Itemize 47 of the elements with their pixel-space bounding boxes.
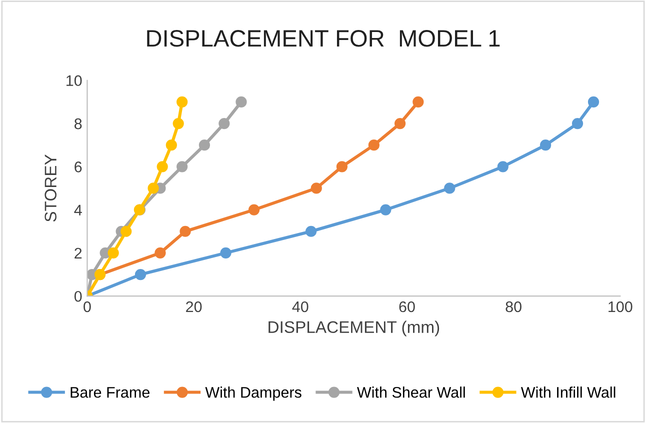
point	[588, 96, 600, 108]
point	[572, 118, 584, 130]
point	[134, 268, 146, 280]
x-tick-label: 0	[84, 301, 91, 312]
point	[166, 140, 177, 151]
point	[198, 140, 210, 151]
y-tick-label: 4	[74, 204, 82, 216]
point	[412, 96, 424, 108]
point	[497, 161, 508, 172]
point	[120, 226, 132, 237]
point	[176, 161, 188, 172]
point	[154, 247, 166, 259]
point	[172, 118, 184, 130]
legend-label: With Dampers	[205, 386, 302, 401]
legend-label: With Shear Wall	[356, 386, 465, 398]
legend-label: Bare Frame	[70, 387, 150, 398]
x-tick-label: 60	[399, 301, 415, 312]
x-tick-label: 80	[506, 301, 522, 312]
y-tick-label: 2	[74, 248, 82, 258]
point	[180, 226, 191, 237]
point	[220, 247, 232, 259]
x-tick-label: 40	[292, 301, 308, 312]
y-tick-label: 10	[66, 75, 82, 86]
point	[176, 96, 188, 108]
point	[540, 140, 552, 151]
point	[336, 161, 348, 172]
x-tick-label: 100	[608, 301, 632, 312]
point	[380, 204, 392, 216]
point	[310, 182, 322, 194]
y-axis-title: STOREY	[44, 154, 57, 222]
point	[394, 118, 406, 130]
point	[236, 96, 247, 108]
x-tick-label: 20	[186, 301, 202, 312]
point	[156, 161, 168, 172]
x-axis-title: DISPLACEMENT (mm)	[268, 320, 440, 336]
y-tick-label: 0	[74, 290, 82, 302]
point	[305, 226, 317, 237]
y-tick-label: 8	[74, 118, 82, 130]
point	[248, 204, 260, 216]
point	[368, 140, 380, 151]
point	[218, 118, 230, 130]
point	[444, 182, 456, 194]
y-tick-label: 6	[74, 162, 82, 172]
legend-label: With Infill Wall	[520, 386, 616, 398]
point	[148, 182, 159, 194]
point	[108, 247, 119, 259]
chart-title: DISPLACEMENT FOR MODEL 1	[147, 30, 500, 47]
